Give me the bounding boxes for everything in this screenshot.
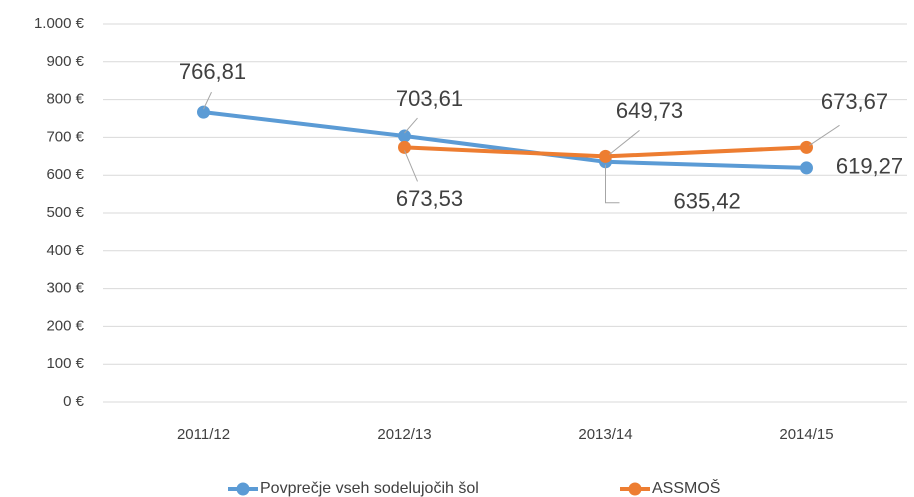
y-tick-label: 900 € <box>46 53 84 70</box>
data-point <box>398 140 411 154</box>
data-point <box>800 140 813 154</box>
y-tick-label: 400 € <box>46 242 84 259</box>
legend-label: ASSMOŠ <box>652 478 720 497</box>
data-label: 703,61 <box>396 86 463 111</box>
series-line <box>203 110 807 170</box>
y-tick-label: 500 € <box>46 204 84 221</box>
data-point <box>800 161 813 175</box>
y-tick-label: 700 € <box>46 128 84 145</box>
y-tick-label: 1.000 € <box>34 15 85 32</box>
leader-line <box>809 124 840 146</box>
leader-line <box>203 91 212 110</box>
data-point <box>599 149 612 163</box>
data-label: 619,27 <box>836 154 903 179</box>
data-point <box>197 105 210 119</box>
x-tick-label: 2011/12 <box>177 426 230 443</box>
data-point <box>398 129 411 143</box>
leader-line <box>605 164 620 204</box>
leader-line <box>404 117 418 134</box>
x-tick-label: 2012/13 <box>377 426 431 443</box>
y-tick-label: 200 € <box>46 317 84 334</box>
legend-marker <box>628 482 642 496</box>
legend-label: Povprečje vseh sodelujočih šol <box>260 480 479 497</box>
data-label: 673,53 <box>396 186 463 211</box>
x-tick-label: 2014/15 <box>779 426 833 443</box>
y-tick-label: 0 € <box>63 393 85 410</box>
x-tick-label: 2013/14 <box>578 426 632 443</box>
leader-line <box>404 150 418 182</box>
legend-marker <box>236 482 250 496</box>
y-tick-label: 800 € <box>46 91 84 108</box>
y-tick-label: 300 € <box>46 280 84 297</box>
y-tick-label: 600 € <box>46 166 84 183</box>
leader-line <box>609 130 640 155</box>
data-label: 766,81 <box>179 59 246 84</box>
y-tick-label: 100 € <box>46 355 84 372</box>
data-label: 649,73 <box>616 98 683 123</box>
data-label: 635,42 <box>674 189 741 214</box>
data-label: 673,67 <box>821 89 888 114</box>
